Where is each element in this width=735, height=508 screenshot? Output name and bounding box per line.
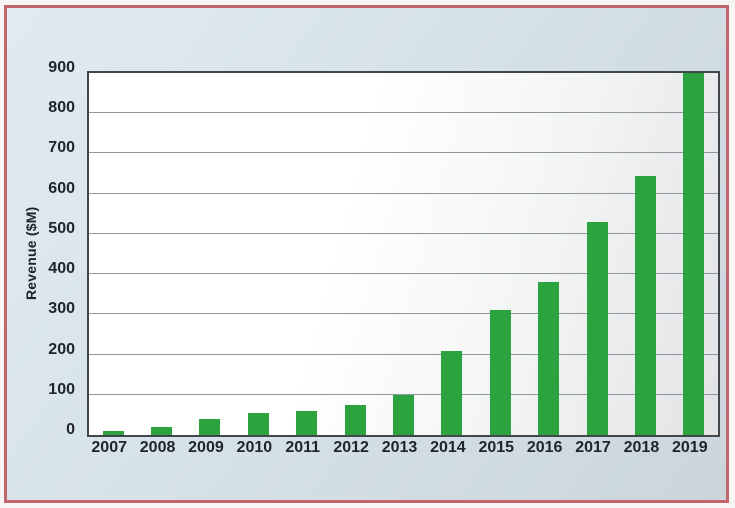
y-tick-label-900: 900 [48,59,75,76]
gridline-600 [89,192,718,194]
bar-2013 [393,394,414,435]
bar-2010 [247,412,269,435]
bar-2018 [634,175,656,435]
y-tick-label-600: 600 [48,179,75,197]
x-tick-label-2011: 2011 [285,439,321,456]
x-tick-label-2015: 2015 [478,439,515,456]
bar-2014 [441,350,463,435]
bar-2012 [344,404,366,435]
x-tick-label-2019: 2019 [672,439,708,456]
y-tick-label-100: 100 [48,380,75,398]
y-tick-label-300: 300 [48,300,75,318]
x-tick-label-2013: 2013 [381,439,418,456]
bar-2009 [199,418,221,435]
x-tick-label-2014: 2014 [430,439,466,456]
x-tick-label-2009: 2009 [188,439,224,456]
gridline-300 [89,313,718,315]
x-tick-label-2007: 2007 [91,439,127,456]
x-tick-label-2018: 2018 [623,439,660,456]
gridline-100 [89,393,718,395]
y-tick-label-800: 800 [48,99,75,117]
bar-2015 [489,310,511,435]
bar-2017 [586,221,608,435]
bar-2007 [102,430,124,435]
y-tick-label-0: 0 [66,421,75,438]
y-tick-label-200: 200 [48,340,75,358]
gridline-400 [89,273,718,275]
bar-2016 [538,282,560,435]
y-axis-title: Revenue ($M) [23,206,39,300]
x-tick-label-2017: 2017 [575,439,611,456]
x-tick-label-2010: 2010 [236,439,273,456]
x-tick-label-2016: 2016 [526,439,563,456]
gridline-700 [89,152,718,154]
gridline-200 [89,353,718,355]
bar-2008 [151,426,173,435]
chart-panel: Revenue ($M) 0 100 200 300 400 500 600 700 800 90… [4,5,729,503]
y-tick-label-500: 500 [48,219,75,237]
gridline-500 [89,232,718,234]
y-tick-label-700: 700 [48,139,75,157]
x-tick-label-2012: 2012 [333,439,369,456]
bar-2011 [296,410,318,435]
x-tick-label-2008: 2008 [139,439,176,456]
bar-2019 [683,73,705,435]
gridline-800 [89,112,718,114]
plot-area [87,71,720,437]
y-tick-label-400: 400 [48,260,75,278]
